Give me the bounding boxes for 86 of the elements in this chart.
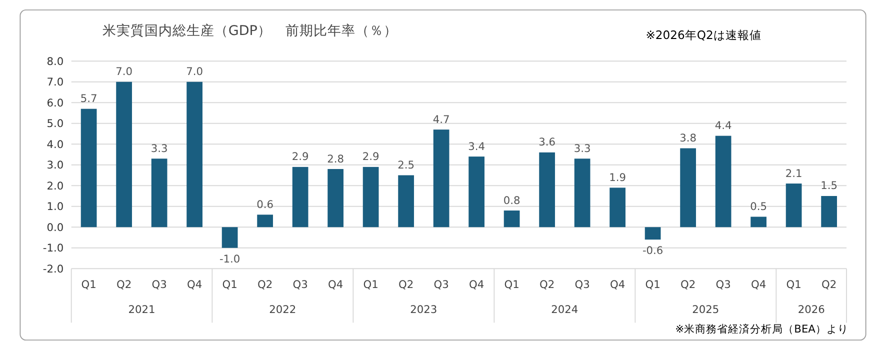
x-tick-label: Q3: [716, 278, 731, 291]
data-label: 2.1: [785, 166, 802, 180]
x-tick-label: Q4: [610, 278, 626, 291]
bar: [292, 166, 308, 228]
data-label: 4.4: [714, 119, 732, 132]
y-tick-label: 0.0: [46, 220, 64, 234]
x-tick-label: Q1: [786, 278, 802, 291]
x-tick-label: Q4: [186, 278, 202, 291]
text: 2021: [128, 303, 156, 316]
y-tick-label: 6.0: [46, 96, 64, 110]
data-label: 0.5: [750, 200, 767, 213]
x-tick-label: Q3: [152, 278, 167, 291]
x-tick-label: Q1: [81, 278, 96, 291]
bar: [328, 169, 344, 228]
text: 2026: [798, 303, 826, 316]
x-tick-label: Q4: [328, 278, 344, 291]
y-tick-label: -1.0: [42, 242, 64, 255]
data-label: 3.3: [150, 142, 168, 155]
data-label: 3.3: [574, 142, 591, 155]
y-tick-label: 7.0: [46, 76, 64, 89]
x-tick-label: Q1: [645, 278, 660, 291]
x-tick-label: Q1: [504, 278, 520, 291]
y-tick-label: 2.0: [46, 179, 64, 192]
x-tick-label: Q1: [222, 278, 238, 291]
x-tick-label: Q3: [434, 278, 449, 291]
x-tick-label: Q4: [469, 278, 484, 291]
y-tick-label: 1.0: [46, 200, 64, 214]
data-label: 1.9: [609, 170, 626, 184]
bar: [257, 214, 273, 228]
data-label: 2.5: [398, 158, 414, 172]
text: 2024: [551, 303, 578, 316]
data-label: 0.6: [256, 198, 274, 211]
data-label: 4.7: [432, 112, 450, 126]
bar: [504, 210, 520, 228]
data-label: 1.5: [820, 179, 838, 192]
data-label: 3.4: [468, 140, 486, 153]
y-tick-label: 3.0: [46, 158, 64, 172]
bar: [80, 108, 97, 228]
bar: [151, 158, 168, 228]
chart-title: 米実質国内総生産（GDP） 前期比年率（％）: [102, 23, 398, 40]
text: ※2026年Q2は速報値: [646, 28, 762, 42]
data-label: -0.6: [642, 244, 664, 258]
bar: [222, 227, 238, 248]
text: 2023: [410, 303, 438, 316]
x-tick-label: Q1: [363, 278, 378, 291]
bar: [821, 196, 837, 228]
bar: [644, 227, 661, 240]
y-tick-label: -2.0: [42, 262, 64, 276]
data-label: 2.9: [292, 150, 309, 164]
data-label: -1.0: [219, 252, 240, 266]
x-tick-label: Q2: [398, 278, 414, 291]
data-label: 7.0: [116, 65, 133, 78]
bar: [539, 152, 555, 228]
bar: [186, 82, 202, 228]
bar: [610, 188, 626, 228]
x-tick-label: Q2: [116, 278, 132, 291]
bar: [750, 216, 766, 228]
bar: [786, 184, 802, 228]
data-label: 3.8: [680, 132, 697, 145]
data-label: 5.7: [80, 92, 98, 106]
y-tick-label: 5.0: [46, 117, 64, 130]
bar: [116, 82, 132, 228]
data-label: 7.0: [186, 65, 204, 78]
x-tick-label: Q2: [540, 278, 555, 291]
text: 2022: [269, 303, 296, 316]
x-tick-label: Q3: [574, 278, 590, 291]
data-label: 2.9: [362, 150, 380, 164]
bar: [398, 175, 414, 228]
data-label: 0.8: [503, 194, 520, 207]
x-tick-label: Q2: [257, 278, 273, 291]
text: 2025: [692, 303, 720, 316]
bar: [362, 166, 379, 228]
bar: [715, 136, 732, 228]
bar: [680, 148, 696, 228]
bar: [468, 156, 484, 228]
bar: [574, 158, 590, 228]
bar: [433, 130, 450, 228]
text: ※米商務省経済分析局（BEA）より: [675, 322, 848, 336]
data-label: 3.6: [538, 136, 556, 149]
x-tick-label: Q2: [680, 278, 696, 291]
y-tick-label: 4.0: [46, 138, 64, 151]
x-tick-label: Q2: [822, 278, 837, 291]
data-label: 2.8: [327, 152, 344, 166]
x-tick-label: Q4: [751, 278, 766, 291]
y-tick-label: 8.0: [46, 54, 64, 68]
x-tick-label: Q3: [292, 278, 308, 291]
